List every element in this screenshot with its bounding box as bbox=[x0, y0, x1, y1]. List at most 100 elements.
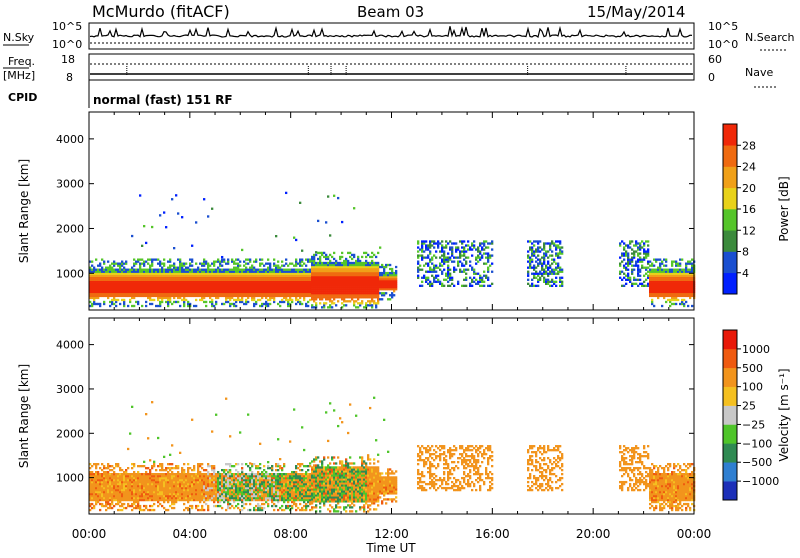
range-gate-cell bbox=[167, 295, 169, 297]
range-gate-cell bbox=[549, 273, 551, 275]
range-gate-cell bbox=[173, 271, 175, 273]
range-gate-cell bbox=[291, 285, 293, 287]
range-gate-cell bbox=[127, 269, 129, 271]
range-gate-cell bbox=[269, 295, 271, 297]
range-gate-cell bbox=[161, 473, 163, 475]
range-gate-cell bbox=[383, 284, 385, 286]
range-gate-cell bbox=[161, 493, 163, 495]
range-gate-cell bbox=[135, 271, 137, 273]
range-gate-cell bbox=[287, 299, 289, 301]
range-gate-cell bbox=[221, 275, 223, 277]
range-gate-cell bbox=[147, 481, 149, 483]
range-gate-cell bbox=[551, 258, 553, 260]
range-gate-cell bbox=[233, 283, 235, 285]
range-gate-cell bbox=[419, 285, 421, 287]
range-gate-cell bbox=[197, 277, 199, 279]
range-gate-cell bbox=[227, 261, 229, 263]
range-gate-cell bbox=[173, 267, 175, 269]
range-gate-cell bbox=[143, 497, 145, 499]
range-gate-cell bbox=[95, 293, 97, 295]
range-gate-cell bbox=[647, 248, 649, 250]
range-gate-cell bbox=[631, 256, 633, 258]
range-gate-cell bbox=[125, 489, 127, 491]
range-gate-cell bbox=[345, 290, 347, 292]
range-gate-cell bbox=[651, 269, 653, 271]
range-gate-cell bbox=[345, 284, 347, 286]
range-gate-cell bbox=[133, 263, 135, 265]
range-gate-cell bbox=[365, 282, 367, 284]
range-gate-cell bbox=[209, 269, 211, 271]
range-gate-cell bbox=[159, 289, 161, 291]
range-gate-cell bbox=[329, 288, 331, 290]
range-gate-cell bbox=[551, 250, 553, 252]
range-gate-cell bbox=[365, 252, 367, 254]
range-gate-cell bbox=[335, 280, 337, 282]
range-gate-cell bbox=[117, 503, 119, 505]
range-gate-cell bbox=[155, 258, 157, 260]
range-gate-cell bbox=[527, 267, 529, 269]
range-gate-cell bbox=[425, 277, 427, 279]
range-gate-cell bbox=[385, 286, 387, 288]
range-gate-cell bbox=[177, 258, 179, 260]
range-gate-cell bbox=[659, 267, 661, 269]
range-gate-cell bbox=[165, 497, 167, 499]
range-gate-cell bbox=[669, 291, 671, 293]
range-gate-cell bbox=[171, 265, 173, 267]
range-gate-cell bbox=[363, 292, 365, 294]
range-gate-cell bbox=[649, 265, 651, 267]
range-gate-cell bbox=[119, 467, 121, 469]
range-gate-cell bbox=[123, 301, 125, 303]
range-gate-cell bbox=[127, 287, 129, 289]
range-gate-cell bbox=[219, 289, 221, 291]
range-gate-cell bbox=[537, 258, 539, 260]
colorbar-tick-label: 28 bbox=[742, 139, 756, 152]
range-gate-cell bbox=[133, 465, 135, 467]
range-gate-cell bbox=[363, 280, 365, 282]
range-gate-cell bbox=[561, 269, 563, 271]
range-gate-cell bbox=[355, 296, 357, 298]
range-gate-cell bbox=[115, 263, 117, 265]
range-gate-cell bbox=[353, 268, 355, 270]
range-gate-cell bbox=[103, 281, 105, 283]
range-gate-cell bbox=[381, 272, 383, 274]
range-gate-cell bbox=[107, 297, 109, 299]
range-gate-cell bbox=[331, 264, 333, 266]
range-gate-cell bbox=[115, 295, 117, 297]
range-gate-cell bbox=[247, 287, 249, 289]
range-gate-cell bbox=[257, 279, 259, 281]
range-gate-cell bbox=[665, 291, 667, 293]
range-gate-cell bbox=[115, 283, 117, 285]
range-gate-cell bbox=[467, 248, 469, 250]
range-gate-cell bbox=[99, 491, 101, 493]
range-gate-cell bbox=[129, 273, 131, 275]
range-gate-cell bbox=[337, 268, 339, 270]
range-gate-cell bbox=[351, 298, 353, 300]
range-gate-cell bbox=[177, 487, 179, 489]
range-gate-cell bbox=[659, 285, 661, 287]
range-gate-cell bbox=[159, 271, 161, 273]
range-gate-cell bbox=[659, 271, 661, 273]
range-gate-cell bbox=[113, 479, 115, 481]
range-gate-cell bbox=[441, 283, 443, 285]
range-gate-cell bbox=[427, 263, 429, 265]
range-gate-cell bbox=[341, 256, 343, 258]
range-gate-cell bbox=[547, 281, 549, 283]
range-gate-cell bbox=[259, 263, 261, 265]
range-gate-cell bbox=[241, 269, 243, 271]
range-gate-cell bbox=[113, 285, 115, 287]
range-gate-cell bbox=[537, 273, 539, 275]
range-gate-cell bbox=[373, 302, 375, 304]
range-gate-cell bbox=[299, 275, 301, 277]
range-gate-cell bbox=[463, 250, 465, 252]
range-gate-cell bbox=[299, 295, 301, 297]
range-gate-cell bbox=[303, 289, 305, 291]
range-gate-cell bbox=[673, 261, 675, 263]
range-gate-cell bbox=[465, 277, 467, 279]
range-gate-cell bbox=[371, 306, 373, 308]
range-gate-cell bbox=[129, 269, 131, 271]
range-gate-cell bbox=[291, 289, 293, 291]
range-gate-cell bbox=[385, 288, 387, 290]
range-gate-cell bbox=[341, 266, 343, 268]
range-gate-cell bbox=[231, 277, 233, 279]
range-gate-cell bbox=[255, 258, 257, 260]
